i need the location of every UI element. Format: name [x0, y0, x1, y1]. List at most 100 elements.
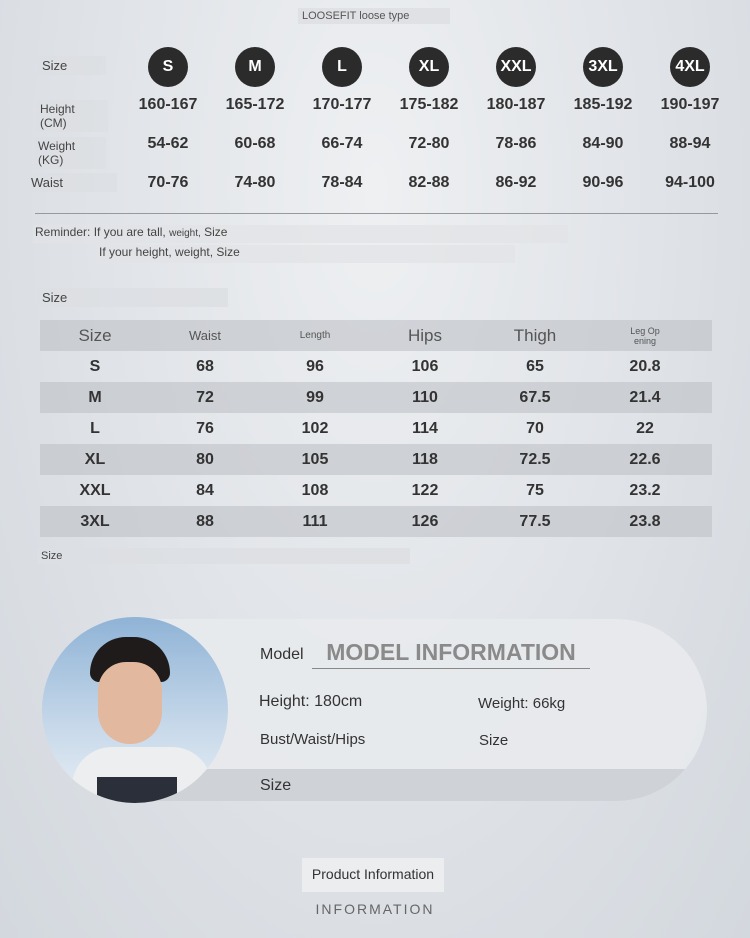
table-cell: S: [89, 357, 101, 375]
table-cell: M: [88, 388, 102, 406]
table-row: S 68 96 106 65 20.8: [40, 351, 712, 382]
height-range: 170-177: [312, 96, 372, 113]
table-cell: 23.2: [629, 481, 661, 499]
table-row: 3XL 88 111 126 77.5 23.8: [40, 506, 712, 537]
reminder-line-1: Reminder: If you are tall, weight, Size: [33, 225, 568, 243]
model-weight: Weight: 66kg: [478, 695, 566, 712]
weight-range: 88-94: [669, 135, 711, 152]
column-header: Size: [78, 325, 112, 345]
table-cell: 76: [196, 419, 214, 437]
table-cell: 96: [306, 357, 324, 375]
waist-range: 78-84: [321, 174, 363, 191]
table-cell: 67.5: [519, 388, 551, 406]
height-range: 190-197: [660, 96, 720, 113]
height-range: 180-187: [486, 96, 546, 113]
table-cell: 105: [301, 450, 329, 468]
model-info-title: MODEL INFORMATION: [312, 639, 590, 669]
table-cell: 114: [412, 419, 438, 437]
table-cell: 106: [411, 357, 439, 375]
table-cell: 22: [636, 419, 654, 437]
table-cell: 3XL: [80, 512, 110, 530]
table-cell: 80: [196, 450, 214, 468]
model-size-band: Size: [260, 777, 292, 794]
model-bwh: Bust/Waist/Hips: [260, 731, 366, 748]
divider: [35, 213, 718, 214]
table-cell: L: [90, 419, 100, 437]
weight-range: 72-80: [408, 135, 450, 152]
table-cell: 77.5: [519, 512, 551, 530]
table-cell: 110: [412, 388, 438, 406]
column-header: Waist: [188, 328, 222, 343]
table-cell: 22.6: [629, 450, 661, 468]
table-cell: 99: [306, 388, 324, 406]
table-cell: 118: [412, 450, 438, 468]
reminder-label: Reminder:: [35, 225, 91, 239]
table-cell: XL: [84, 450, 106, 468]
table-cell: 72: [196, 388, 214, 406]
fit-type-title: LOOSEFIT loose type: [298, 8, 450, 24]
size-badge: L: [322, 47, 362, 87]
reminder-text: If you are tall,: [93, 225, 166, 239]
product-info-sub: INFORMATION: [315, 901, 435, 917]
row-label-height: Height (CM): [36, 100, 108, 132]
table-cell: 75: [526, 481, 544, 499]
model-label: Model: [260, 646, 304, 663]
table-cell: 20.8: [629, 357, 661, 375]
table-cell: 102: [301, 419, 329, 437]
table-cell: 126: [411, 512, 439, 530]
column-header: Thigh: [513, 325, 557, 345]
size-badge: 4XL: [670, 47, 710, 87]
height-range: 185-192: [573, 96, 633, 113]
table-footnote: Size: [37, 548, 410, 564]
table-row: L 76 102 114 70 22: [40, 413, 712, 444]
table-cell: XXL: [79, 481, 111, 499]
size-badge: XXL: [496, 47, 536, 87]
waist-range: 70-76: [147, 174, 189, 191]
height-range: 165-172: [225, 96, 285, 113]
product-info-label: Product Information: [302, 858, 444, 892]
weight-range: 60-68: [234, 135, 276, 152]
table-cell: 65: [526, 357, 544, 375]
table-row: M 72 99 110 67.5 21.4: [40, 382, 712, 413]
table-cell: 68: [196, 357, 214, 375]
waist-range: 74-80: [234, 174, 276, 191]
height-range: 175-182: [399, 96, 459, 113]
table-cell: 21.4: [629, 388, 661, 406]
height-range: 160-167: [138, 96, 198, 113]
table-header: Size Waist Length Hips Thigh Leg Op ening: [40, 320, 712, 351]
table-cell: 70: [526, 419, 544, 437]
table-cell: 23.8: [629, 512, 661, 530]
table-cell: 72.5: [519, 450, 551, 468]
size-badge: S: [148, 47, 188, 87]
table-row: XL 80 105 118 72.5 22.6: [40, 444, 712, 475]
table-cell: 111: [302, 512, 328, 530]
size-badge: M: [235, 47, 275, 87]
waist-range: 86-92: [495, 174, 537, 191]
table-title: Size: [38, 288, 228, 307]
reminder-text-end: Size: [204, 225, 228, 239]
column-header: Length: [299, 330, 331, 341]
table-cell: 88: [196, 512, 214, 530]
weight-range: 84-90: [582, 135, 624, 152]
table-row: XXL 84 108 122 75 23.2: [40, 475, 712, 506]
waist-range: 94-100: [665, 174, 715, 191]
model-height: Height: 180cm: [259, 693, 363, 710]
model-size: Size: [479, 732, 509, 749]
row-label-waist: Waist: [27, 173, 117, 192]
weight-range: 54-62: [147, 135, 189, 152]
table-cell: 108: [301, 481, 329, 499]
reminder-line-2: If your height, weight, Size: [97, 245, 515, 263]
weight-range: 78-86: [495, 135, 537, 152]
model-photo: [42, 617, 228, 803]
reminder-text-small: weight,: [169, 228, 201, 239]
row-label-size: Size: [38, 56, 106, 75]
size-badge: XL: [409, 47, 449, 87]
table-cell: 122: [411, 481, 439, 499]
column-header: Leg Op ening: [630, 325, 660, 346]
column-header: Hips: [407, 325, 442, 345]
waist-range: 82-88: [408, 174, 450, 191]
weight-range: 66-74: [321, 135, 363, 152]
size-badge: 3XL: [583, 47, 623, 87]
waist-range: 90-96: [582, 174, 624, 191]
row-label-weight: Weight (KG): [34, 137, 106, 169]
